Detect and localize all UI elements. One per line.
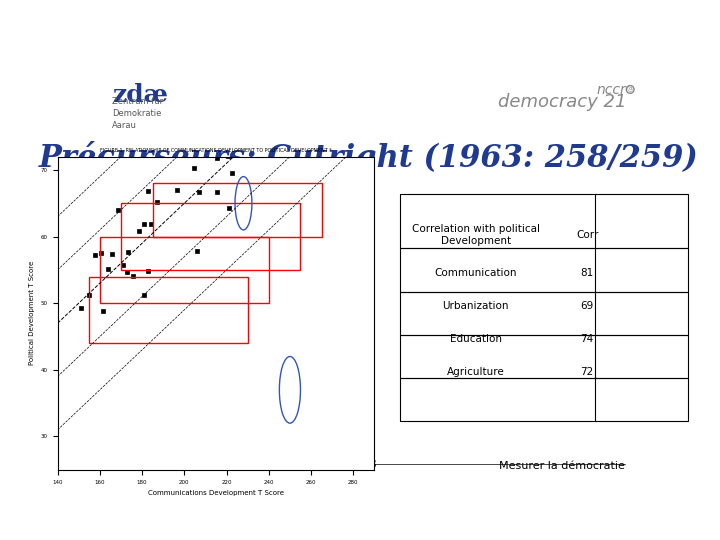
Text: Urbanization: Urbanization [442, 301, 509, 311]
Point [84, 290, 95, 299]
Point [139, 291, 150, 299]
Point [89, 251, 101, 260]
Text: Communication: Communication [434, 268, 517, 278]
Point [250, 119, 261, 128]
Point [138, 219, 149, 228]
Point [231, 102, 243, 110]
Text: democracy 21: democracy 21 [498, 93, 626, 111]
Point [193, 187, 204, 196]
Text: Mesurer la démocratie: Mesurer la démocratie [499, 461, 625, 471]
Text: 23: 23 [361, 458, 377, 471]
Point [279, 131, 291, 140]
Point [222, 152, 233, 160]
Text: 69: 69 [580, 301, 594, 311]
Point [300, 55, 311, 64]
Point [121, 267, 132, 276]
Text: Agriculture: Agriculture [446, 368, 505, 377]
Point [212, 187, 223, 196]
Point [181, 151, 193, 159]
Point [106, 249, 117, 258]
Text: @: @ [626, 86, 634, 93]
Point [95, 248, 107, 257]
Text: Correlation with political
Development: Correlation with political Development [412, 225, 539, 246]
Point [287, 86, 299, 95]
Text: Marc Bühlmann: Marc Bühlmann [113, 461, 201, 471]
Point [97, 307, 109, 315]
Point [304, 92, 315, 101]
Point [298, 89, 310, 97]
Title: FIGURE 1. RELATIONSHIP OF COMMUNICATIONS DEVELOPMENT TO POLITICAL DEVELOPMENT *: FIGURE 1. RELATIONSHIP OF COMMUNICATIONS… [100, 148, 332, 153]
Point [150, 198, 162, 206]
Point [245, 96, 256, 105]
Text: 74: 74 [580, 334, 594, 344]
Point [228, 144, 240, 153]
Point [311, 56, 323, 65]
Text: 81: 81 [580, 268, 594, 278]
Point [112, 206, 123, 214]
Point [122, 248, 134, 256]
Text: Précurseurs: Cutright (1963: 258/259): Précurseurs: Cutright (1963: 258/259) [39, 141, 699, 174]
Point [339, 54, 351, 63]
Point [142, 186, 153, 195]
Text: 72: 72 [580, 368, 594, 377]
Point [297, 103, 308, 112]
Point [271, 91, 283, 99]
Point [127, 272, 138, 280]
Point [297, 64, 309, 72]
Point [226, 169, 238, 178]
Point [279, 85, 290, 93]
Point [171, 185, 183, 194]
Text: Education: Education [449, 334, 502, 344]
X-axis label: Communications Development T Score: Communications Development T Score [148, 490, 284, 496]
Point [211, 154, 222, 163]
Text: nccr: nccr [597, 83, 626, 97]
Point [191, 246, 202, 255]
Bar [121, 203, 300, 270]
Text: Corr: Corr [576, 230, 598, 240]
Point [274, 147, 285, 156]
Y-axis label: Political Development T Score: Political Development T Score [30, 261, 35, 366]
Point [102, 265, 114, 273]
Bar [89, 276, 248, 343]
Bar [153, 183, 322, 237]
Point [167, 140, 179, 149]
Point [348, 52, 360, 61]
Point [143, 267, 154, 276]
Point [117, 261, 129, 269]
Point [145, 219, 157, 228]
Point [189, 164, 200, 173]
Bar [100, 237, 269, 303]
Point [76, 304, 87, 313]
Point [210, 150, 222, 158]
Point [133, 227, 145, 235]
Text: Zentrum für
Demokratie
Aarau: Zentrum für Demokratie Aarau [112, 97, 163, 130]
Point [235, 134, 247, 143]
Point [300, 109, 312, 117]
Text: zdæ: zdæ [112, 83, 168, 107]
Point [223, 204, 235, 213]
